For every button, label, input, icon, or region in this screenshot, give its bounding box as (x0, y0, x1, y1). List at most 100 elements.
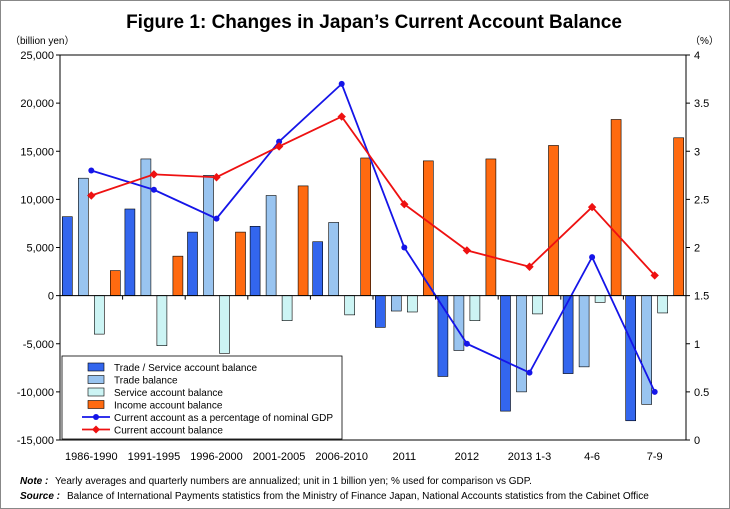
series-point (525, 262, 534, 271)
series-point (213, 215, 220, 222)
series-point (400, 199, 409, 209)
left-tick-label: -15,000 (17, 435, 54, 447)
category-label: 2013 1-3 (508, 451, 551, 463)
note-text: Yearly averages and quarterly numbers ar… (55, 476, 532, 487)
category-label: 2001-2005 (253, 451, 306, 463)
series-point (274, 142, 284, 151)
series-point (338, 80, 345, 87)
left-tick-label: -10,000 (17, 387, 54, 399)
bar (453, 295, 465, 351)
line-group (87, 80, 659, 395)
bar (548, 145, 559, 296)
bar (657, 295, 669, 314)
right-axis-unit: （%） (690, 35, 719, 47)
legend-swatch (87, 400, 105, 409)
right-tick-label: 2 (694, 243, 700, 255)
bar (235, 231, 246, 296)
series-point (463, 340, 470, 347)
series-point (150, 186, 157, 193)
left-tick-label: 0 (48, 291, 54, 303)
series-point (87, 191, 96, 200)
bar (360, 157, 372, 296)
bar (594, 295, 606, 303)
series-point (650, 271, 659, 280)
series-point (212, 173, 221, 182)
right-tick-label: 4 (694, 50, 700, 62)
bar (516, 295, 527, 393)
bar (265, 195, 277, 296)
bar (578, 295, 590, 368)
bar (469, 295, 481, 321)
source-label: Source : (20, 491, 60, 502)
note-label: Note : (20, 476, 48, 487)
legend-label: Current account balance (114, 426, 223, 437)
bar (406, 295, 418, 313)
legend-box (61, 355, 343, 440)
right-tick-label: 2.5 (694, 194, 709, 206)
category-label: 1986-1990 (65, 451, 118, 463)
bar (328, 222, 340, 296)
bar (390, 295, 402, 312)
right-tick-label: 3.5 (694, 98, 709, 110)
bar (641, 295, 653, 405)
bar (312, 241, 324, 296)
bar (140, 158, 152, 296)
bar (219, 295, 230, 354)
bar (344, 295, 356, 316)
category-label: 2006-2010 (315, 451, 368, 463)
bar (673, 137, 685, 296)
legend-label: Trade balance (114, 376, 178, 387)
category-label: 2012 (455, 451, 479, 463)
axes: -15,000 0 -10,000 0.5 -5,000 1 0 1.5 5,000 2 10,00… (17, 50, 710, 463)
series-point (149, 170, 159, 179)
left-tick-label: -5,000 (23, 339, 54, 351)
legend-label: Trade / Service account balance (114, 363, 257, 374)
bar (297, 185, 309, 296)
bar (94, 295, 105, 335)
left-tick-label: 20,000 (20, 98, 54, 110)
bar (203, 175, 214, 296)
bar-group (61, 119, 685, 422)
left-tick-label: 5,000 (26, 243, 54, 255)
series-point (88, 167, 95, 174)
bar (78, 177, 89, 296)
left-tick-label: 25,000 (20, 50, 54, 62)
bar (422, 160, 434, 296)
bar (187, 231, 198, 296)
left-tick-label: 15,000 (20, 146, 54, 158)
legend-marker (92, 425, 100, 434)
bar (124, 208, 136, 296)
category-label: 7-9 (647, 451, 663, 463)
legend-swatch (87, 362, 105, 372)
bar (61, 216, 73, 296)
series-point (587, 202, 597, 212)
footnotes: Note : Yearly averages and quarterly num… (20, 476, 649, 502)
right-tick-label: 1.5 (694, 291, 709, 303)
series-point (651, 388, 658, 395)
bar (172, 255, 184, 296)
legend-marker (93, 414, 99, 420)
bar (485, 158, 497, 296)
series-point (462, 246, 472, 255)
legend-label: Income account balance (114, 401, 223, 412)
category-label: 1991-1995 (128, 451, 181, 463)
bar (625, 295, 637, 422)
series-line (91, 82, 656, 393)
right-tick-label: 3 (694, 146, 700, 158)
right-tick-label: 0.5 (694, 387, 709, 399)
series-line (91, 115, 656, 277)
legend-label: Service account balance (114, 388, 223, 399)
category-label: 4-6 (584, 451, 600, 463)
bar (374, 295, 386, 328)
bar (532, 295, 543, 315)
legend: Trade / Service account balance Trade bal… (61, 355, 343, 440)
bar (110, 270, 121, 296)
right-tick-label: 1 (694, 339, 700, 351)
right-tick-label: 0 (694, 435, 700, 447)
chart-title: Figure 1: Changes in Japan’s Current Acc… (126, 12, 622, 33)
left-tick-label: 10,000 (20, 194, 54, 206)
series-point (526, 369, 533, 376)
series-point (589, 254, 596, 261)
category-label: 1996-2000 (190, 451, 243, 463)
bar (249, 226, 261, 296)
